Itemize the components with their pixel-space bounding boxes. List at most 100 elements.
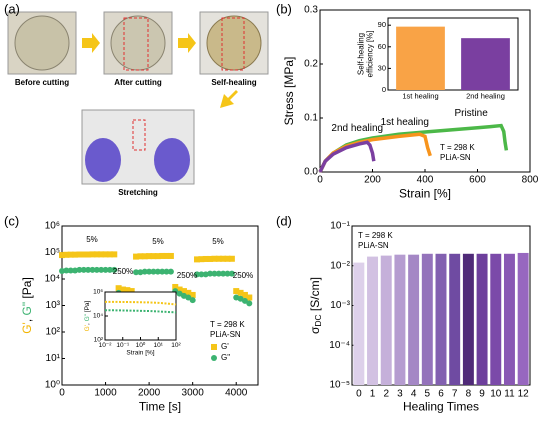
- y-tick-label: 10⁶: [45, 221, 60, 232]
- point: [154, 268, 161, 275]
- legend-label: G": [221, 353, 230, 362]
- y-axis-label-part: ,: [20, 315, 34, 322]
- point: [194, 256, 201, 263]
- point: [89, 251, 96, 258]
- x-tick-label: 10⁻¹: [116, 342, 130, 349]
- series-line: [105, 300, 177, 306]
- point: [106, 266, 113, 273]
- x-tick-label: 400: [417, 175, 434, 186]
- x-tick-label: 2000: [138, 388, 161, 399]
- x-tick-label: 10¹: [154, 342, 164, 349]
- y-tick-label: 10¹: [46, 353, 61, 364]
- bar: [367, 256, 379, 385]
- annotation: PLiA-SN: [440, 153, 471, 162]
- x-axis-label: Healing Times: [403, 400, 479, 414]
- x-tick-label: 3000: [182, 388, 205, 399]
- annotation: 5%: [212, 237, 224, 246]
- y-tick-label: 0.2: [304, 59, 318, 70]
- point: [72, 251, 79, 258]
- point: [76, 251, 83, 258]
- point: [141, 253, 148, 260]
- annotation: T = 298 K: [440, 143, 475, 152]
- point: [185, 294, 192, 301]
- bar: [353, 262, 365, 385]
- x-tick-label: 1st healing: [402, 92, 438, 101]
- point: [67, 251, 74, 258]
- series-label: 2nd healing: [331, 123, 383, 134]
- legend-label: G': [221, 342, 229, 351]
- point: [224, 270, 231, 277]
- point: [211, 270, 218, 277]
- bar: [396, 26, 445, 90]
- x-tick-label: 1000: [94, 388, 117, 399]
- point: [159, 252, 166, 259]
- series-label: Pristine: [454, 108, 488, 119]
- arrow: [82, 33, 100, 53]
- point: [72, 267, 79, 274]
- point: [211, 255, 218, 262]
- point: [137, 253, 144, 260]
- photo-caption: Stretching: [118, 188, 158, 197]
- x-tick-label: 4: [411, 389, 417, 400]
- y-axis-label-part: DC: [313, 314, 323, 326]
- series-line: [318, 140, 376, 173]
- point: [119, 286, 126, 293]
- point: [194, 271, 201, 278]
- x-tick-label: 0: [59, 388, 65, 399]
- point: [246, 294, 253, 301]
- point: [146, 253, 153, 260]
- y-axis-label-part: [Pa]: [84, 300, 91, 314]
- y-axis-label-part: G': [20, 322, 34, 334]
- annotation: 5%: [86, 235, 98, 244]
- point: [141, 268, 148, 275]
- x-tick-label: 6: [438, 389, 444, 400]
- y-axis-label-part: G": [84, 313, 91, 321]
- point: [98, 266, 105, 273]
- y-axis-label: G', G" [Pa]: [84, 300, 91, 331]
- point: [207, 255, 214, 262]
- glove: [85, 138, 121, 182]
- y-tick-label: 10⁻⁴: [329, 340, 350, 351]
- y-tick-label: 10⁶: [93, 289, 103, 296]
- y-axis-label: Stress [MPa]: [282, 57, 296, 126]
- point: [176, 286, 183, 293]
- y-axis-label-part: ,: [84, 321, 91, 325]
- x-tick-label: 7: [452, 389, 458, 400]
- series-label: 1st healing: [381, 117, 429, 128]
- y-tick-label: 10⁴: [45, 274, 60, 285]
- point: [146, 268, 153, 275]
- y-tick-label: 0.0: [304, 167, 318, 178]
- point: [233, 288, 240, 295]
- point: [163, 268, 170, 275]
- panel-label: (b): [276, 1, 292, 16]
- y-tick-label: 10⁻¹: [330, 221, 350, 232]
- point: [189, 297, 196, 304]
- arrow: [220, 90, 238, 108]
- point: [115, 285, 122, 292]
- point: [167, 268, 174, 275]
- y-axis-label: G', G" [Pa]: [20, 277, 34, 334]
- y-tick-label: 10²: [46, 327, 61, 338]
- point: [189, 291, 196, 298]
- x-axis-label: Strain [%]: [399, 187, 451, 201]
- x-tick-label: 10²: [171, 342, 181, 349]
- y-axis-label-part: G': [84, 325, 91, 331]
- point: [85, 266, 92, 273]
- point: [224, 255, 231, 262]
- point: [215, 270, 222, 277]
- y-axis-label-line: efficiency [%]: [366, 31, 375, 78]
- y-tick-label: 0.3: [304, 5, 318, 16]
- point: [172, 283, 179, 290]
- y-axis-label: Self-healingefficiency [%]: [357, 31, 375, 78]
- point: [93, 251, 100, 258]
- point: [89, 266, 96, 273]
- point: [220, 255, 227, 262]
- x-tick-label: 600: [469, 175, 486, 186]
- bar: [490, 253, 502, 385]
- photo-disc: [110, 15, 166, 71]
- point: [163, 252, 170, 259]
- x-tick-label: 10⁻²: [99, 342, 113, 349]
- point: [102, 266, 109, 273]
